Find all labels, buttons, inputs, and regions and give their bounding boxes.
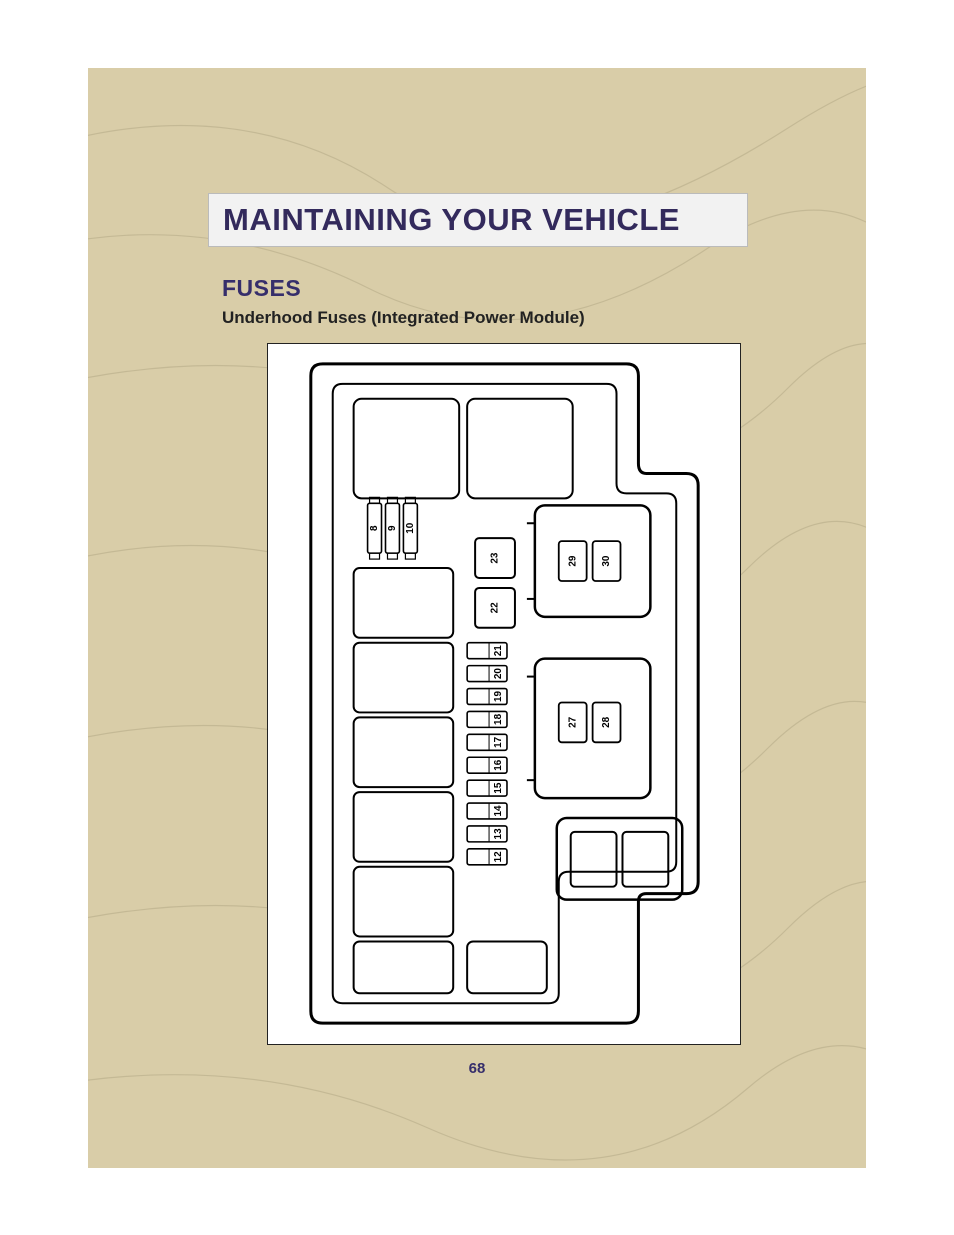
svg-text:10: 10 [405,522,416,534]
svg-text:12: 12 [493,851,504,863]
svg-text:22: 22 [490,602,501,614]
svg-text:13: 13 [493,828,504,840]
sub-heading: Underhood Fuses (Integrated Power Module… [222,308,585,328]
svg-text:8: 8 [369,525,380,531]
svg-text:28: 28 [601,716,612,728]
svg-text:21: 21 [493,645,504,657]
svg-text:30: 30 [601,555,612,567]
fuse-diagram: 8 9 10 23 22 29 30 27 28 21 20 19 18 17 16 15 14 13 12 [267,343,741,1045]
page-title: MAINTAINING YOUR VEHICLE [223,202,680,238]
svg-text:14: 14 [493,805,504,817]
manual-page: MAINTAINING YOUR VEHICLE FUSES Underhood… [88,68,866,1168]
page-number: 68 [88,1060,866,1077]
svg-text:15: 15 [493,782,504,794]
svg-text:9: 9 [387,525,398,531]
svg-text:16: 16 [493,759,504,771]
section-heading: FUSES [222,275,301,302]
svg-text:23: 23 [490,552,501,564]
svg-text:20: 20 [493,668,504,680]
svg-text:18: 18 [493,713,504,725]
title-strip: MAINTAINING YOUR VEHICLE [208,193,748,247]
svg-text:29: 29 [567,555,578,567]
svg-text:17: 17 [493,736,504,748]
svg-text:19: 19 [493,691,504,703]
svg-text:27: 27 [567,716,578,728]
